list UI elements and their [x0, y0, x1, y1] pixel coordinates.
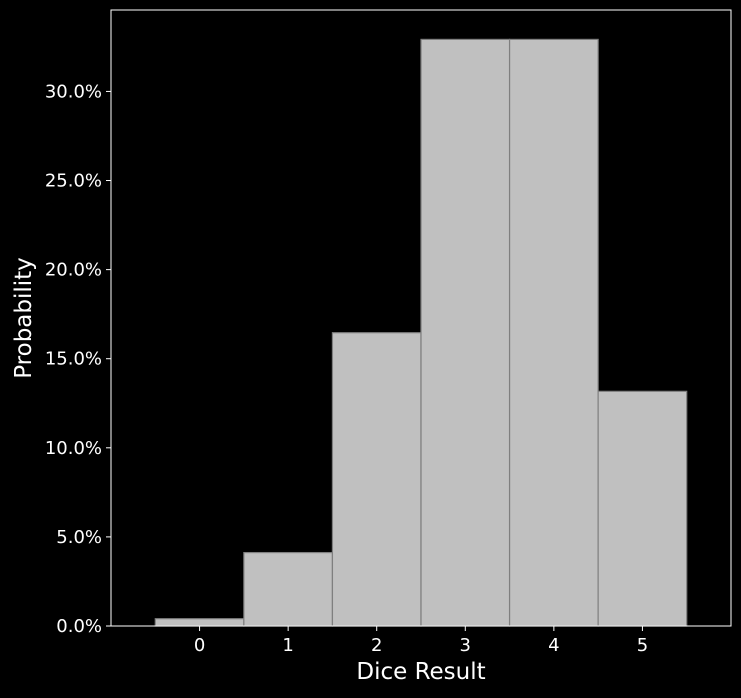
x-axis-label: Dice Result [356, 659, 485, 685]
bar-5 [597, 390, 688, 627]
bar-3 [420, 38, 511, 627]
x-tick-label: 4 [548, 635, 559, 656]
bars-layer [154, 38, 688, 627]
y-tick-label: 10.0% [45, 438, 102, 459]
bar-0 [154, 618, 245, 627]
plot-frame [110, 9, 732, 627]
y-tick-label: 5.0% [56, 527, 102, 548]
x-tick-label: 1 [282, 635, 293, 656]
bar-4 [508, 38, 599, 627]
y-tick-label: 20.0% [45, 260, 102, 281]
y-tick-label: 15.0% [45, 349, 102, 370]
x-tick-label: 5 [637, 635, 648, 656]
bar-2 [331, 332, 422, 627]
y-tick-label: 30.0% [45, 81, 102, 102]
bar-1 [243, 551, 334, 627]
axes-layer [110, 9, 732, 627]
x-tick-label: 0 [194, 635, 205, 656]
y-tick-label: 0.0% [56, 616, 102, 637]
x-tick-label: 3 [460, 635, 471, 656]
y-axis-label: Probability [11, 257, 37, 379]
y-tick-label: 25.0% [45, 171, 102, 192]
x-tick-label: 2 [371, 635, 382, 656]
ticks-layer: 0 1 2 3 4 5 0.0% 5.0% 10.0% 15.0% 20.0% 25.0% 30.0% [45, 81, 648, 656]
